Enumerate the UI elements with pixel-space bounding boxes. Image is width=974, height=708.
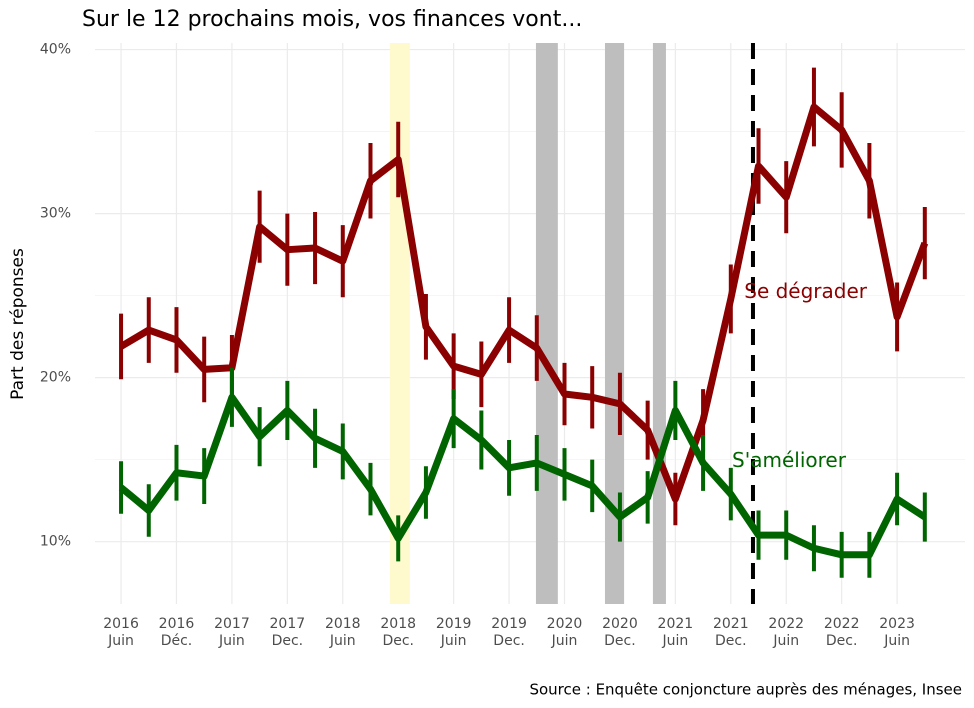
x-tick-label: 2016 Déc. [159, 616, 195, 649]
x-tick-label: 2023 Juin [879, 616, 915, 649]
x-tick-label: 2019 Dec. [491, 616, 527, 649]
x-tick-label: 2021 Juin [658, 616, 694, 649]
y-tick-label: 20% [40, 370, 71, 386]
shaded-period [652, 43, 666, 604]
y-tick-label: 30% [40, 206, 71, 222]
y-axis-label: Part des réponses [8, 248, 28, 400]
x-tick-label: 2020 Dec. [602, 616, 638, 649]
x-tick-label: 2022 Juin [768, 616, 804, 649]
chart-title: Sur le 12 prochains mois, vos finances v… [82, 7, 582, 32]
x-tick-label: 2017 Dec. [270, 616, 306, 649]
series-line [119, 103, 929, 503]
x-tick-label: 2021 Dec. [713, 616, 749, 649]
series-label: S'améliorer [732, 448, 847, 472]
caption: Source : Enquête conjoncture auprès des … [529, 681, 962, 699]
y-tick-label: 40% [40, 42, 71, 58]
x-tick-label: 2020 Juin [547, 616, 583, 649]
x-tick-label: 2017 Juin [214, 616, 250, 649]
x-tick-label: 2018 Juin [325, 616, 361, 649]
shaded-period [604, 43, 625, 604]
series-line [118, 393, 927, 559]
x-tick-label: 2019 Juin [436, 616, 472, 649]
x-tick-label: 2022 Dec. [824, 616, 860, 649]
y-tick-label: 10% [40, 534, 71, 550]
x-tick-label: 2018 Dec. [380, 616, 416, 649]
x-tick-label: 2016 Juin [103, 616, 139, 649]
shaded-period [535, 43, 558, 604]
series-label: Se dégrader [744, 279, 868, 303]
